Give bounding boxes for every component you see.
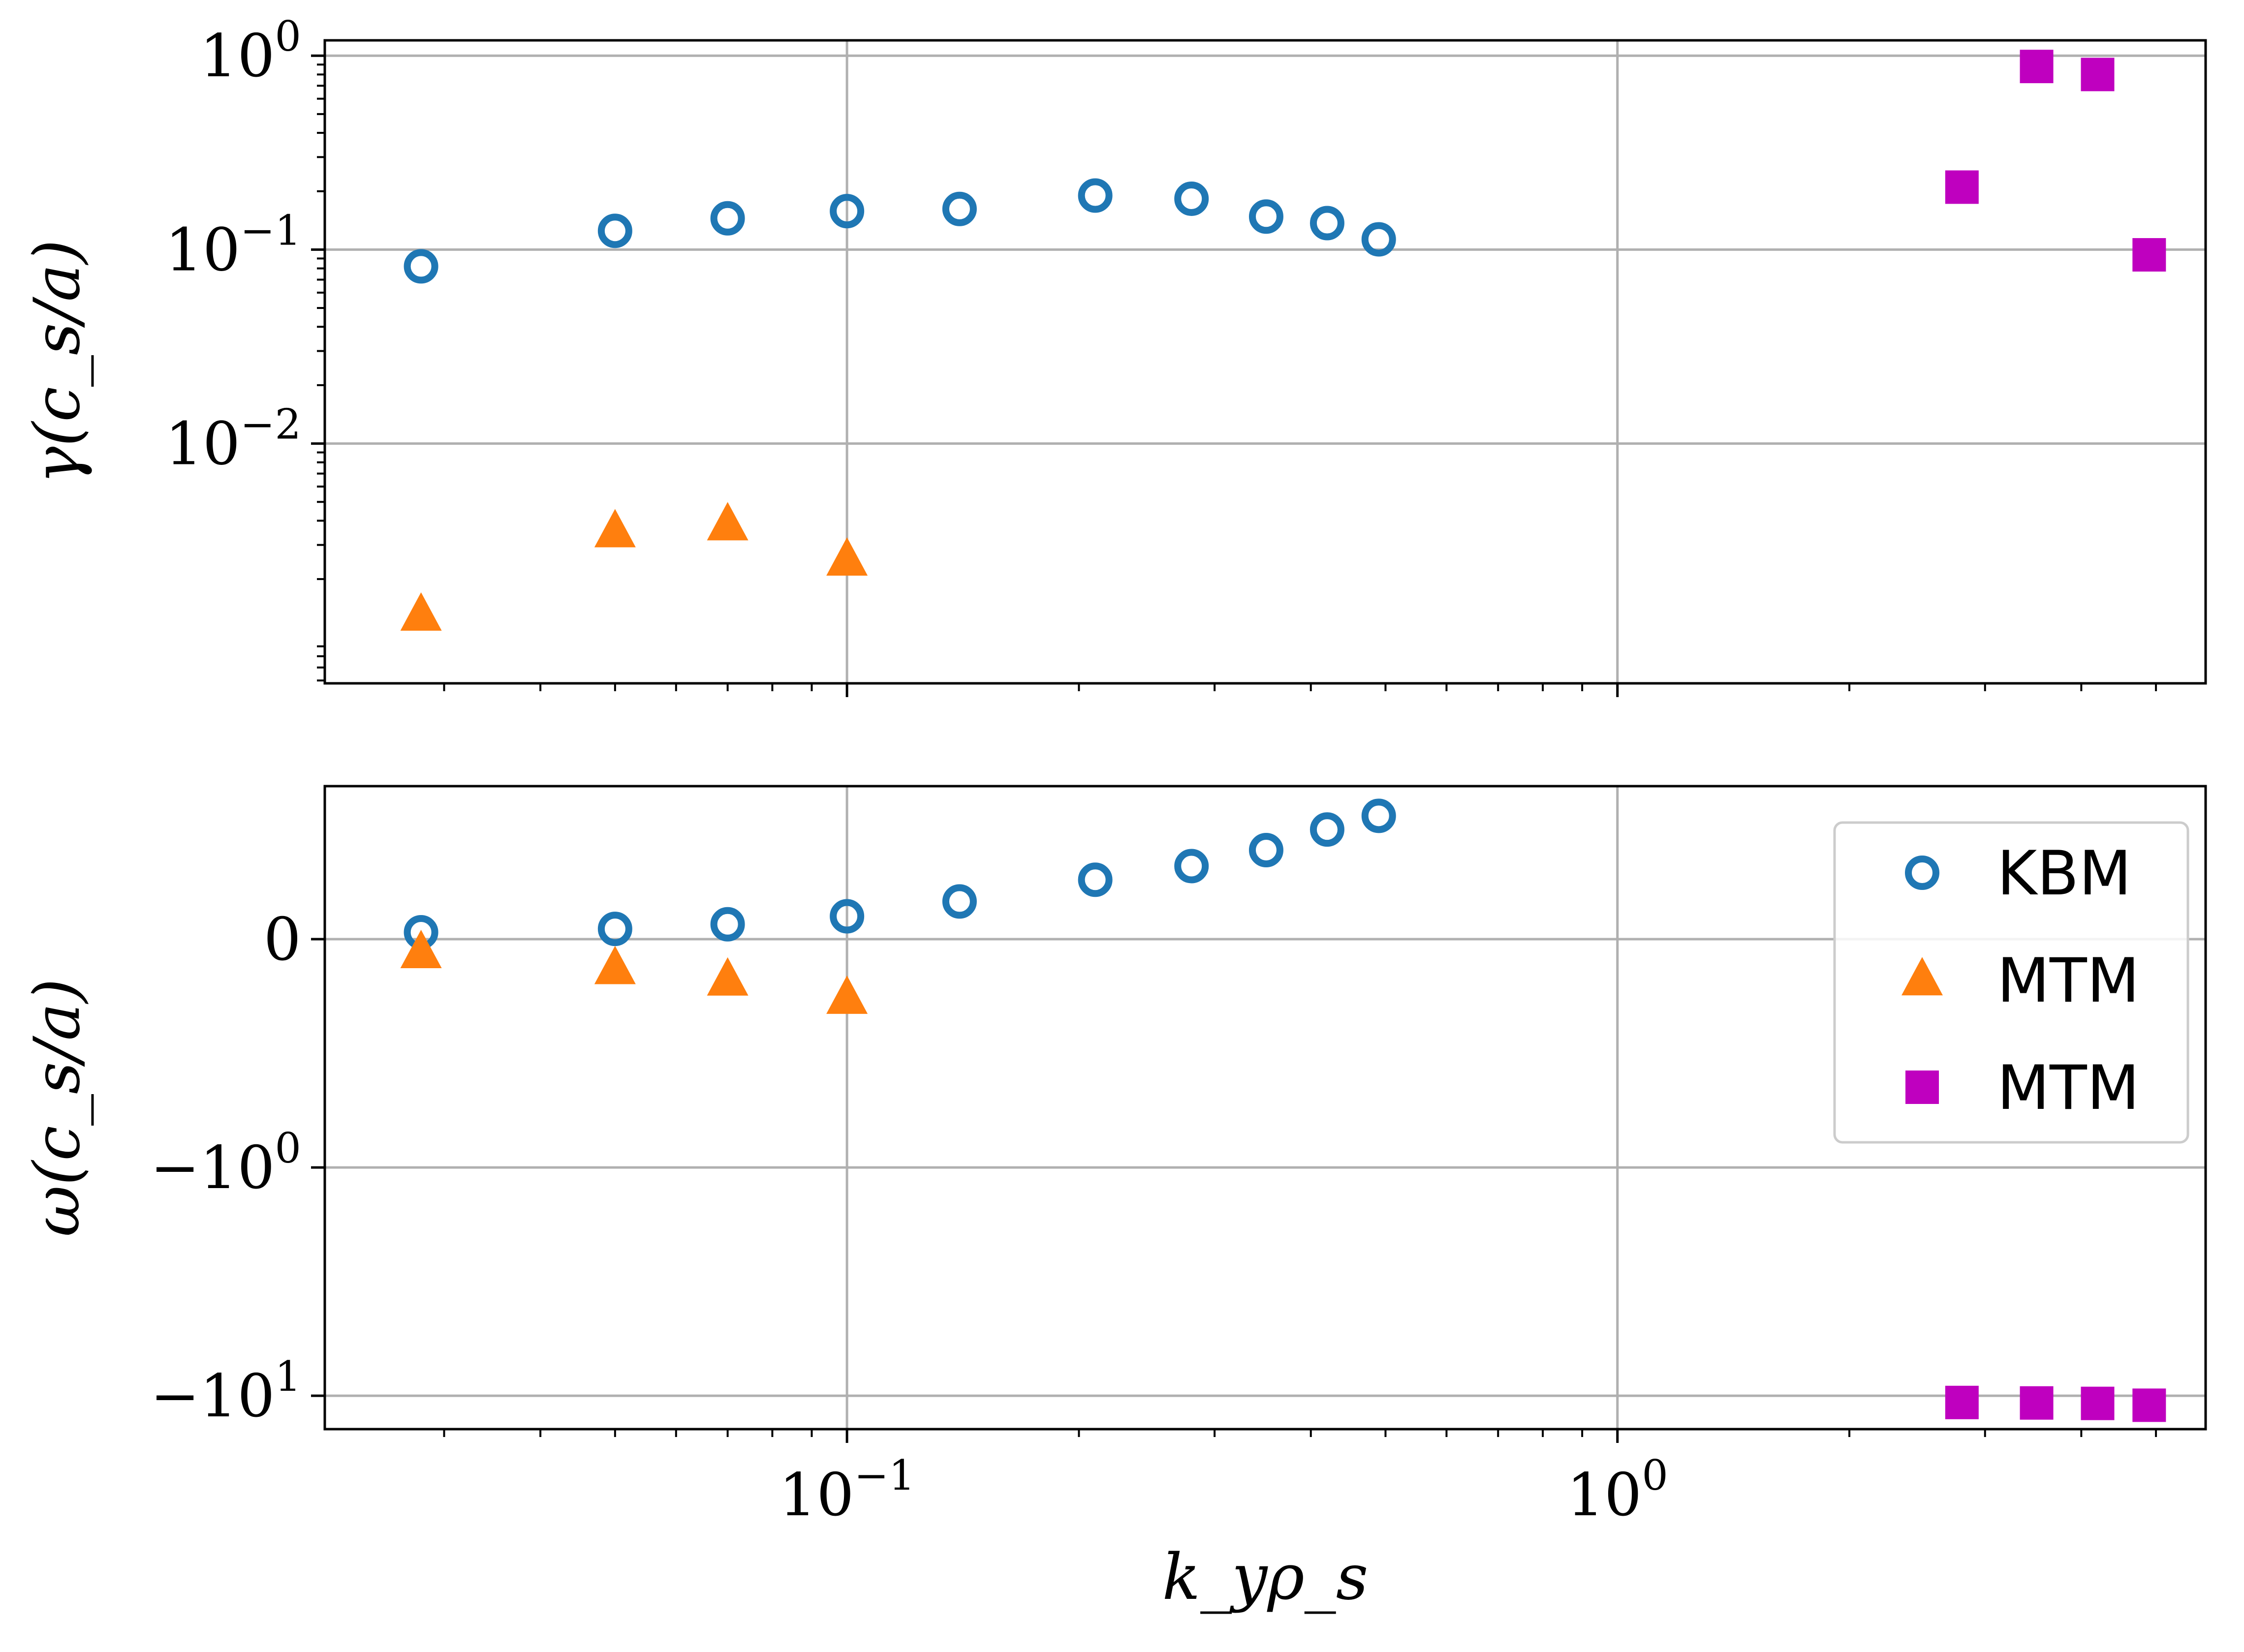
data-point-open-circle [1309,206,1344,241]
data-point-filled-triangle [707,502,748,541]
data-point-open-circle [942,884,977,919]
data-point-open-circle [1078,862,1113,897]
data-point-filled-square [2081,1386,2115,1420]
data-point-open-circle [830,194,865,229]
data-point-open-circle [1174,181,1209,216]
data-point-open-circle [710,201,745,236]
legend: KBM MTM MTM [1833,821,2189,1144]
legend-label: MTM [1997,946,2140,1016]
data-point-filled-square [1945,1385,1979,1419]
y-tick-label: 10−1 [165,206,301,284]
data-point-filled-triangle [826,537,868,576]
data-point-open-circle [1309,812,1344,847]
data-point-filled-triangle [400,592,442,631]
data-point-filled-square [2020,1386,2054,1420]
data-point-open-circle [597,912,632,947]
y-tick-label: −101 [150,1352,301,1431]
top-panel: 100 10−1 10−2 [165,12,2207,697]
data-point-open-circle [942,191,977,226]
x-tick-label: 10−1 [779,1451,915,1530]
y-axis-title-bottom: ω(c_s/a) [21,979,94,1237]
data-point-open-circle [830,899,865,934]
data-point-filled-square [2132,1388,2166,1422]
x-axis-title: k_yρ_s [1162,1541,1369,1614]
legend-marker-filled-square [1905,1071,1939,1104]
data-point-open-circle [1248,199,1283,234]
data-point-filled-triangle [826,975,868,1014]
x-tick-label: 100 [1567,1451,1668,1530]
data-point-open-circle [1361,798,1396,833]
legend-box [1833,821,2189,1144]
y-tick-label: −100 [150,1124,301,1202]
y-tick-label: 100 [200,12,301,91]
axes-frame [323,39,2207,685]
y-tick-label: 10−2 [165,400,301,479]
axis-titles: γ(c_s/a) ω(c_s/a) k_yρ_s [21,240,1368,1614]
y-axis-title-top: γ(c_s/a) [21,240,94,484]
data-point-open-circle [597,214,632,248]
legend-marker-filled-triangle [1901,957,1943,996]
data-point-filled-triangle [400,930,442,969]
legend-label: MTM [1997,1053,2140,1124]
data-point-open-circle [404,249,438,284]
data-point-filled-square [2081,58,2115,92]
data-point-filled-square [1945,170,1979,204]
data-point-filled-triangle [594,509,636,548]
data-point-open-circle [1248,832,1283,867]
data-point-filled-square [2020,50,2054,84]
data-point-open-circle [1361,222,1396,257]
data-point-filled-triangle [707,957,748,996]
bottom-panel: 0 −100 −101 10−1 100 KBM MTM MTM [150,785,2207,1530]
data-point-open-circle [710,907,745,942]
y-tick-label: 0 [264,906,301,974]
data-point-open-circle [1174,849,1209,884]
legend-marker-open-circle [1905,856,1939,890]
data-point-filled-square [2132,238,2166,272]
data-point-filled-triangle [594,946,636,984]
legend-label: KBM [1997,838,2131,909]
axes-frame [323,785,2207,1431]
data-point-open-circle [1078,178,1113,213]
